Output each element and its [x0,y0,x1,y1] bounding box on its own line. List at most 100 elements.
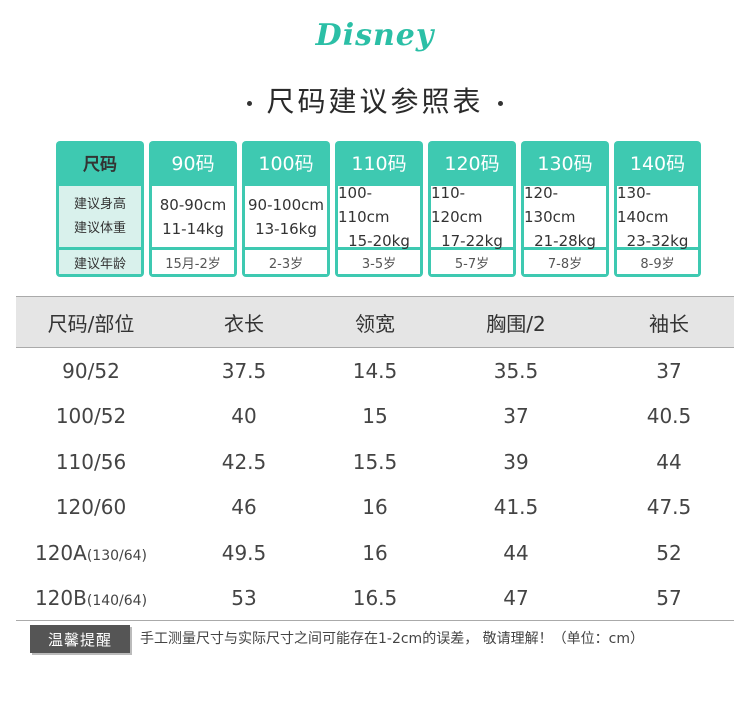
size-column: 100码 90-100cm 13-16kg 2-3岁 [242,141,330,277]
size-sub: (140/64) [86,592,148,609]
row-sleeve: 52 [656,540,682,565]
size-label: 120码 [444,152,500,175]
height-value: 130-140cm [617,183,669,226]
size-label: 100码 [258,152,314,175]
age-value: 3-5岁 [338,250,420,274]
row-length: 42.5 [221,449,267,474]
header-sleeve: 袖长 [649,311,689,336]
row-size: 90/52 [16,359,166,383]
table-row: 90/52 37.5 14.5 35.5 37 [16,348,734,394]
row-collar: 15 [362,404,388,429]
table-header: 尺码/部位 衣长 领宽 胸围/2 袖长 [16,296,734,348]
size-recommendation-grid: 尺码 建议身高 建议体重 建议年龄 90码 80-90cm 11-14kg 15… [56,141,701,277]
header-collar: 领宽 [355,311,395,336]
table-row: 100/52 40 15 37 40.5 [16,394,734,440]
table-row: 110/56 42.5 15.5 39 44 [16,439,734,485]
weight-value: 17-22kg [441,231,503,250]
table-row: 120A(130/64) 49.5 16 44 52 [16,530,734,576]
page-title-text: 尺码建议参照表 [266,85,484,118]
weight-value: 21-28kg [534,231,596,250]
row-collar: 16 [362,540,388,565]
weight-value: 23-32kg [626,231,689,250]
size-label: 130码 [537,152,593,175]
disney-logo: Disney [315,18,435,53]
weight-value: 15-20kg [348,231,410,250]
row-collar: 16 [362,495,388,520]
size-body: 120-130cm 21-28kg [524,184,606,250]
row-size: 120/60 [16,495,166,519]
size-main: 110/56 [55,449,127,474]
row-size: 110/56 [16,450,166,474]
row-sleeve: 47.5 [646,495,692,520]
label-age: 建议年龄 [59,250,141,274]
header-size-part: 尺码/部位 [47,311,135,336]
row-chest: 41.5 [493,495,539,520]
size-main: 100/52 [55,404,127,429]
grid-header-label: 尺码 [83,154,117,175]
row-sleeve: 40.5 [646,404,692,429]
size-main: 90/52 [62,358,120,383]
size-column: 130码 120-130cm 21-28kg 7-8岁 [521,141,609,277]
age-value: 7-8岁 [524,250,606,274]
size-column: 90码 80-90cm 11-14kg 15月-2岁 [149,141,237,277]
label-weight: 建议体重 [73,220,126,236]
row-length: 46 [231,495,257,520]
size-body: 90-100cm 13-16kg [245,186,327,247]
height-value: 90-100cm [248,195,324,214]
height-value: 100-110cm [338,183,390,226]
size-body: 100-110cm 15-20kg [338,184,420,250]
row-chest: 47 [503,585,529,610]
row-length: 37.5 [221,358,267,383]
row-chest: 37 [503,404,529,429]
height-value: 120-130cm [524,183,576,226]
row-collar: 16.5 [352,585,398,610]
row-length: 49.5 [221,540,267,565]
row-chest: 39 [503,449,529,474]
height-value: 80-90cm [159,195,227,214]
row-size: 120A(130/64) [16,541,166,565]
size-sub: (130/64) [86,547,148,564]
header-chest: 胸围/2 [486,311,546,336]
row-collar: 15.5 [352,449,398,474]
grid-label-column: 尺码 建议身高 建议体重 建议年龄 [56,141,144,277]
row-length: 40 [231,404,257,429]
age-value: 15月-2岁 [152,250,234,274]
row-chest: 35.5 [493,358,539,383]
age-value: 5-7岁 [431,250,513,274]
row-sleeve: 37 [656,358,682,383]
title-dot-left [247,100,253,106]
grid-body-labels: 建议身高 建议体重 [59,186,141,247]
label-height: 建议身高 [73,196,126,212]
row-collar: 14.5 [352,358,398,383]
table-row: 120/60 46 16 41.5 47.5 [16,485,734,531]
row-sleeve: 44 [656,449,682,474]
page-title: 尺码建议参照表 [0,80,750,120]
age-value: 8-9岁 [617,250,698,274]
size-body: 110-120cm 17-22kg [431,184,513,250]
row-size: 120B(140/64) [16,586,166,610]
row-length: 53 [231,585,257,610]
title-dot-right [497,100,503,106]
measurement-table: 尺码/部位 衣长 领宽 胸围/2 袖长 90/52 37.5 14.5 35.5… [16,296,734,621]
reminder-note: 手工测量尺寸与实际尺寸之间可能存在1-2cm的误差， 敬请理解！（单位：cm） [140,631,644,647]
table-row: 120B(140/64) 53 16.5 47 57 [16,576,734,621]
row-chest: 44 [503,540,529,565]
weight-value: 13-16kg [255,219,317,238]
size-label: 110码 [351,152,407,175]
size-column: 120码 110-120cm 17-22kg 5-7岁 [428,141,516,277]
size-main: 120A [34,540,87,565]
row-size: 100/52 [16,404,166,428]
height-value: 110-120cm [431,183,483,226]
size-column: 140码 130-140cm 23-32kg 8-9岁 [614,141,701,277]
header-length: 衣长 [224,311,264,336]
size-column: 110码 100-110cm 15-20kg 3-5岁 [335,141,423,277]
size-main: 120/60 [55,495,127,520]
reminder-badge: 温馨提醒 [30,625,130,653]
size-label: 90码 [171,152,215,175]
size-label: 140码 [629,152,686,175]
size-body: 80-90cm 11-14kg [152,186,234,247]
age-value: 2-3岁 [245,250,327,274]
weight-value: 11-14kg [162,219,224,238]
size-main: 120B [34,585,87,610]
row-sleeve: 57 [656,585,682,610]
